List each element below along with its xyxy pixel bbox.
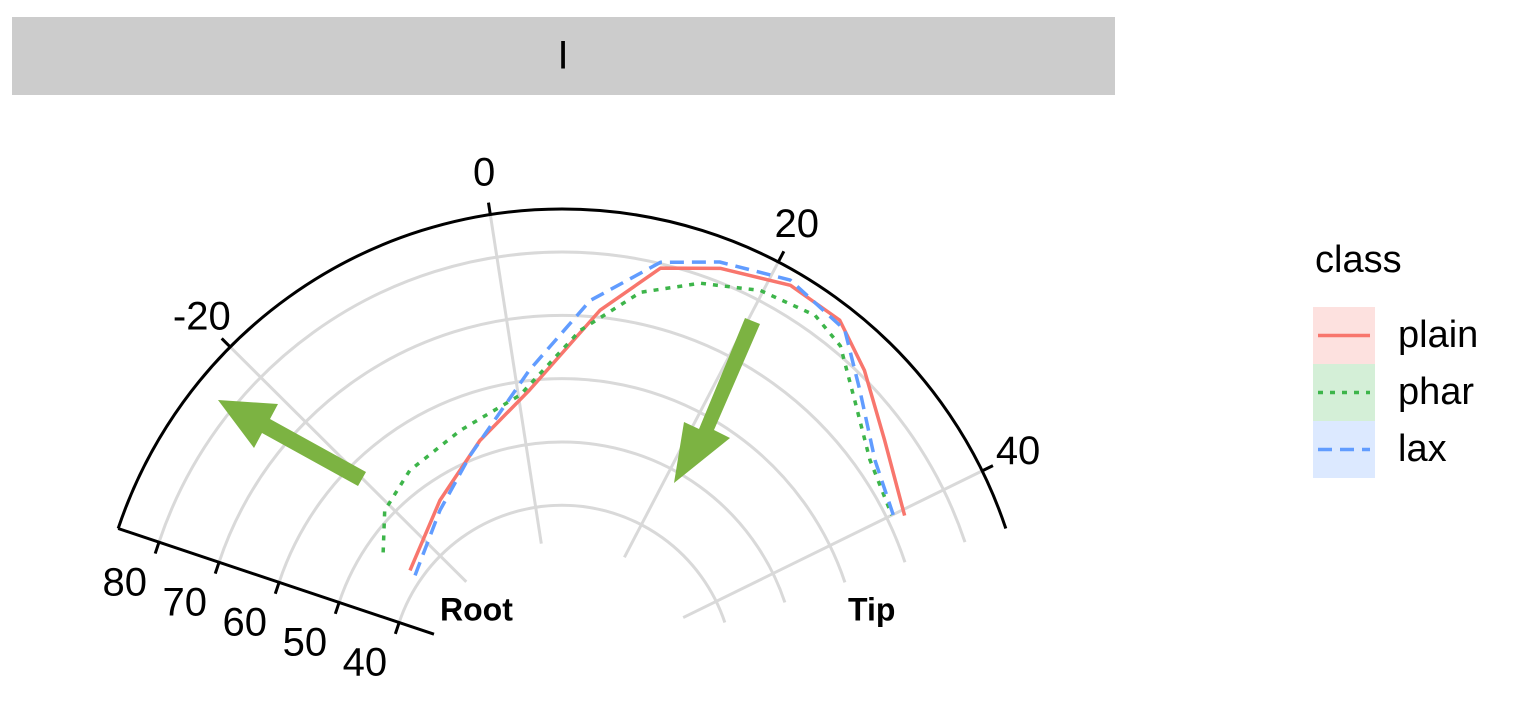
y-tick-label: 70 (163, 580, 208, 624)
x-tick-label: -20 (173, 294, 231, 338)
legend-title: class (1315, 239, 1402, 281)
y-tick-label: 50 (283, 621, 328, 665)
arrow (674, 318, 760, 483)
axes: 40 50 60 70 80 -20 0 20 40 (102, 151, 1040, 685)
series-line (381, 281, 894, 553)
y-tick (333, 601, 341, 615)
annotation: Root (440, 591, 513, 627)
y-tick (153, 541, 161, 555)
facet-title: I (557, 34, 568, 78)
grid-line (623, 261, 780, 558)
annotation: Tip (848, 591, 895, 627)
legend: plain phar lax (1313, 307, 1478, 478)
lines (381, 260, 907, 576)
legend-label: plain (1398, 314, 1478, 356)
x-tick-label: 40 (996, 429, 1041, 473)
y-tick (213, 561, 221, 575)
facet-strip (12, 17, 1115, 95)
series-line (413, 260, 898, 576)
grid-ring (157, 250, 967, 543)
annotation-arrows (218, 318, 760, 486)
arrow (218, 400, 366, 486)
x-tick (776, 250, 786, 263)
grid-ring (277, 377, 847, 583)
x-tick (486, 202, 492, 215)
y-tick-label: 40 (343, 641, 388, 685)
x-tick (220, 337, 232, 349)
legend-label: lax (1398, 428, 1447, 470)
legend-label: phar (1398, 371, 1474, 413)
y-tick-label: 80 (102, 560, 147, 604)
y-tick-label: 60 (223, 601, 268, 645)
x-tick-label: 0 (473, 151, 495, 195)
axis-arc (116, 207, 1008, 529)
y-tick (393, 622, 401, 635)
grid-ring (397, 503, 727, 623)
x-tick (981, 464, 994, 473)
grid-line (682, 469, 983, 619)
grid (157, 214, 983, 623)
x-tick-label: 20 (775, 202, 820, 246)
grid-line (488, 214, 543, 544)
axis-line (117, 527, 435, 636)
y-tick (273, 581, 281, 595)
